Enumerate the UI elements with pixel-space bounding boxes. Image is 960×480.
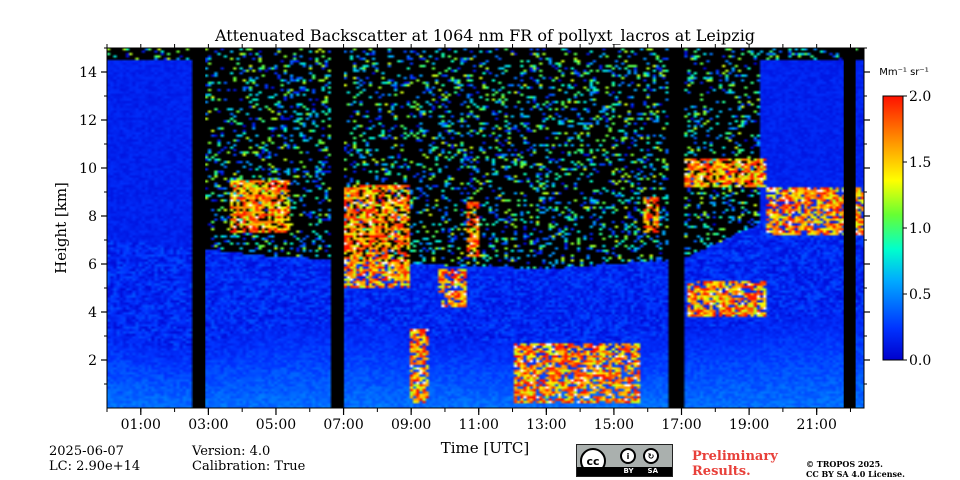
colorbar-tick-label: 1.0 [909, 221, 931, 237]
cc-license-badge: cc i ↻ BY SA [576, 444, 673, 477]
cc-badge-strip: BY SA [577, 467, 672, 476]
colorbar-ticks: 0.0 0.5 1.0 1.5 2.0 [903, 89, 931, 369]
x-tick-label: 15:00 [594, 417, 634, 433]
x-axis-label: Time [UTC] [441, 439, 530, 457]
x-tick-label: 07:00 [323, 417, 363, 433]
y-tick-label: 8 [88, 209, 97, 225]
preliminary-notice: Preliminary Results. [692, 449, 778, 479]
x-tick-label: 11:00 [459, 417, 499, 433]
plot-area [107, 48, 864, 408]
share-alike-icon: ↻ [643, 448, 659, 464]
y-tick-label: 2 [88, 353, 97, 369]
x-tick-label: 19:00 [729, 417, 769, 433]
colorbar-tick-label: 2.0 [909, 89, 931, 105]
data-gap [193, 48, 206, 408]
x-tick-label: 01:00 [121, 417, 161, 433]
copyright-notice: © TROPOS 2025. CC BY SA 4.0 License. [806, 459, 905, 479]
colorbar-unit-label: Mm⁻¹ sr⁻¹ [879, 67, 928, 78]
x-tick-label: 17:00 [661, 417, 701, 433]
footer-version: Version: 4.0 [192, 444, 271, 459]
colorbar-tick-label: 0.5 [909, 287, 931, 303]
backscatter-heatmap [107, 48, 864, 408]
y-tick-label: 10 [79, 161, 97, 177]
y-axis-label: Height [km] [52, 182, 70, 274]
data-gap [843, 48, 856, 408]
footer-date: 2025-06-07 [49, 444, 124, 459]
footer-lc: LC: 2.90e+14 [49, 459, 141, 474]
colorbar-tick-label: 1.5 [909, 155, 931, 171]
preliminary-line-2: Results. [692, 464, 751, 479]
copyright-line-2: CC BY SA 4.0 License. [806, 469, 905, 479]
y-tick-label: 4 [88, 305, 97, 321]
cc-by-label: BY [623, 467, 634, 475]
x-tick-label: 05:00 [256, 417, 296, 433]
colorbar-tick-label: 0.0 [909, 353, 931, 369]
chart-title: Attenuated Backscatter at 1064 nm FR of … [214, 26, 755, 45]
x-tick-label: 13:00 [526, 417, 566, 433]
x-axis: 01:00 03:00 05:00 07:00 09:00 11:00 13:00 15:00… [106, 44, 851, 433]
plot-frame [106, 47, 865, 409]
footer-calibration: Calibration: True [192, 459, 306, 474]
x-tick-label: 21:00 [797, 417, 837, 433]
y-tick-label: 14 [79, 65, 97, 81]
y-tick-label: 6 [88, 257, 97, 273]
data-gap [331, 48, 344, 408]
y-tick-label: 12 [79, 113, 97, 129]
attribution-icon: i [620, 448, 636, 464]
data-gap [669, 48, 684, 408]
y-axis: 2 4 6 8 10 12 14 [79, 47, 870, 385]
colorbar [882, 95, 904, 361]
cc-sa-label: SA [647, 467, 658, 475]
x-tick-label: 09:00 [391, 417, 431, 433]
preliminary-line-1: Preliminary [692, 449, 778, 464]
x-tick-label: 03:00 [188, 417, 228, 433]
copyright-line-1: © TROPOS 2025. [806, 459, 883, 469]
